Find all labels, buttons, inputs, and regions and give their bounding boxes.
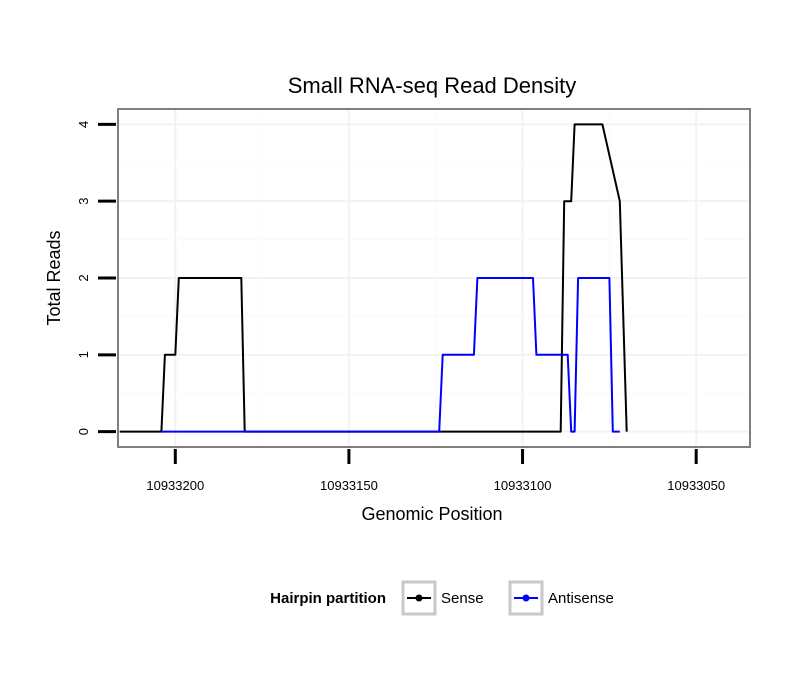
y-tick-label: 3 bbox=[76, 198, 91, 205]
x-tick-label: 10933150 bbox=[320, 478, 378, 493]
legend-key-point bbox=[415, 594, 423, 602]
legend-label: Antisense bbox=[548, 590, 614, 607]
legend-item-sense: Sense bbox=[401, 580, 484, 616]
y-tick-label: 2 bbox=[76, 274, 91, 281]
y-tick-label: 4 bbox=[76, 121, 91, 128]
x-axis-label: Genomic Position bbox=[361, 504, 502, 524]
x-axis: 10933200 10933150 10933100 10933050 bbox=[146, 449, 725, 493]
plot-panel-border bbox=[117, 108, 751, 448]
x-tick-label: 10933050 bbox=[667, 478, 725, 493]
chart-title: Small RNA-seq Read Density bbox=[288, 73, 577, 98]
legend-items: Sense Antisense bbox=[401, 580, 614, 616]
x-tick-label: 10933200 bbox=[146, 478, 204, 493]
series-layer bbox=[119, 123, 628, 433]
y-tick-label: 1 bbox=[76, 351, 91, 358]
legend-label: Sense bbox=[441, 590, 484, 607]
legend: Hairpin partition Sense Antisense bbox=[270, 580, 614, 616]
y-axis: 0 1 2 3 4 bbox=[76, 121, 116, 435]
series-line-antisense bbox=[161, 277, 620, 433]
legend-item-antisense: Antisense bbox=[508, 580, 614, 616]
series-line-sense bbox=[119, 123, 628, 433]
legend-title: Hairpin partition bbox=[270, 590, 386, 607]
legend-key-point bbox=[522, 594, 530, 602]
y-axis-label: Total Reads bbox=[44, 230, 64, 325]
y-tick-label: 0 bbox=[76, 428, 91, 435]
x-tick-label: 10933100 bbox=[494, 478, 552, 493]
